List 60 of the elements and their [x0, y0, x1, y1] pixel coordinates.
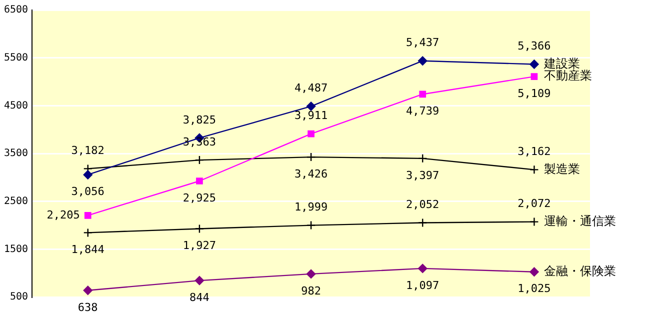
data-label: 3,056	[71, 185, 104, 198]
y-tick-label: 5500	[4, 52, 28, 64]
point	[194, 276, 204, 286]
data-label: 4,487	[294, 82, 328, 95]
point	[530, 267, 539, 276]
y-tick-label: 1500	[4, 244, 28, 255]
point	[83, 170, 92, 180]
y-tick-label: 2500	[4, 196, 28, 207]
point	[306, 152, 316, 162]
point	[530, 217, 539, 226]
point	[418, 264, 428, 274]
point	[418, 154, 428, 164]
data-label: 3,363	[182, 135, 216, 148]
data-label: 3,911	[294, 109, 328, 122]
point	[530, 165, 539, 174]
y-tick-label: 4500	[4, 100, 28, 112]
data-label: 2,205	[46, 208, 80, 222]
series-label: 建設業	[543, 56, 580, 70]
point	[530, 73, 538, 80]
point	[306, 269, 316, 279]
data-label: 3,162	[518, 145, 551, 158]
data-label: 5,109	[518, 86, 551, 100]
y-tick-label: 500	[10, 292, 28, 303]
data-label: 5,366	[518, 40, 551, 53]
point	[83, 228, 92, 238]
data-label: 1,097	[406, 278, 440, 292]
series-label: 製造業	[544, 162, 580, 176]
data-label: 2,925	[182, 191, 216, 204]
data-label: 1,999	[294, 200, 328, 214]
data-label: 3,397	[406, 168, 440, 182]
point	[419, 90, 426, 98]
data-label: 982	[301, 284, 321, 298]
series-label: 運輸・通信業	[544, 214, 616, 228]
y-tick-label: 3500	[4, 148, 28, 160]
point	[418, 218, 428, 228]
series-label: 不動産業	[544, 68, 592, 83]
data-label: 2,052	[406, 198, 440, 212]
point	[306, 220, 316, 230]
point	[530, 60, 539, 69]
point	[194, 155, 204, 165]
y-tick-label: 6500	[4, 4, 28, 16]
data-label: 844	[190, 290, 210, 304]
data-label: 3,182	[71, 144, 104, 158]
data-label: 4,739	[406, 104, 440, 118]
data-label: 3,825	[182, 113, 216, 126]
point	[196, 178, 203, 184]
point	[84, 212, 92, 219]
data-label: 2,072	[518, 197, 551, 210]
series-label: 金融・保険業	[544, 264, 616, 278]
point	[418, 56, 428, 66]
data-label: 1,927	[182, 239, 216, 252]
point	[83, 286, 92, 295]
point	[194, 224, 204, 234]
point	[308, 130, 314, 138]
point	[306, 102, 316, 111]
data-label: 638	[78, 300, 98, 314]
data-label: 5,437	[406, 36, 440, 50]
data-label: 3,426	[294, 167, 328, 180]
data-label: 1,844	[71, 243, 105, 256]
data-label: 1,025	[518, 282, 551, 296]
